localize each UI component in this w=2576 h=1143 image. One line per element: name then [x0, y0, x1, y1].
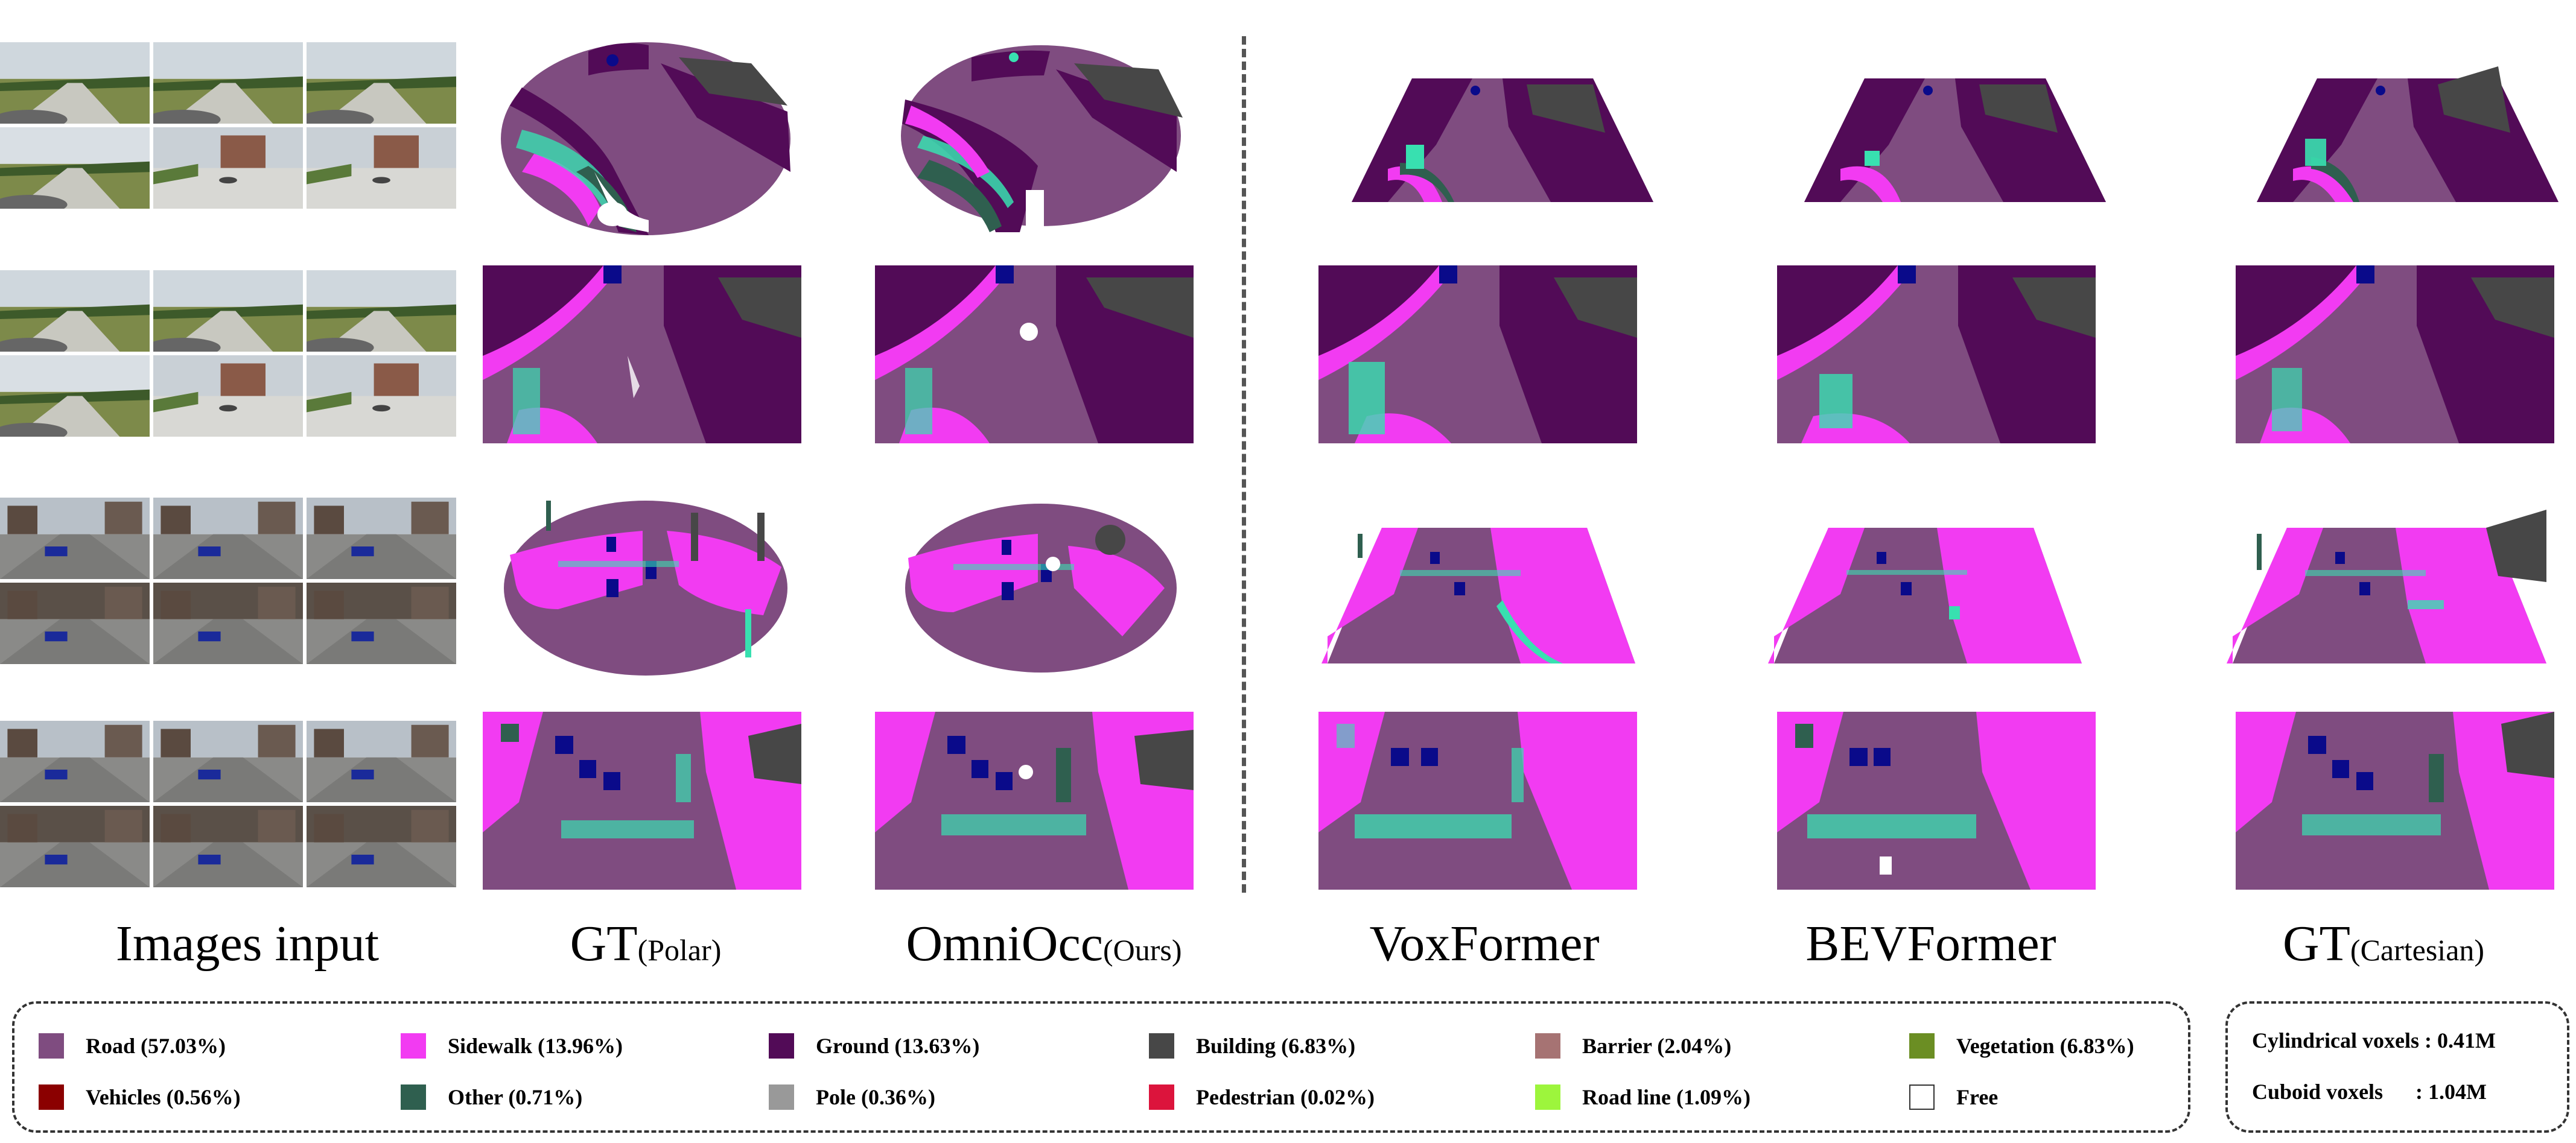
legend-item: Ground (13.63%) [769, 1028, 979, 1064]
omniocc-row-2 [875, 265, 1194, 443]
image-grid-row-2 [0, 270, 459, 439]
legend-label: Other (0.71%) [448, 1085, 583, 1109]
legend-item: Road (57.03%) [39, 1028, 226, 1064]
legend-swatch [39, 1033, 64, 1059]
image-grid-row-4 [0, 721, 459, 890]
images-input-column [0, 0, 459, 905]
legend-label: Vehicles (0.56%) [86, 1085, 241, 1109]
legend-swatch [1535, 1084, 1560, 1110]
omniocc-row-3 [893, 492, 1189, 679]
camera-image [153, 270, 303, 352]
legend-item: Pedestrian (0.02%) [1149, 1079, 1375, 1115]
camera-image [0, 498, 150, 579]
camera-image [153, 721, 303, 802]
camera-image [0, 42, 150, 124]
camera-image [307, 498, 456, 579]
legend-item: Barrier (2.04%) [1535, 1028, 1731, 1064]
legend-swatch [1149, 1033, 1174, 1059]
legend-swatch [769, 1033, 794, 1059]
voxformer-row-4 [1318, 712, 1637, 890]
gt-polar-row-1 [498, 33, 793, 238]
camera-image [153, 127, 303, 209]
camera-image [307, 270, 456, 352]
camera-image [153, 806, 303, 887]
legend-swatch [1909, 1084, 1935, 1110]
legend: Road (57.03%) Sidewalk (13.96%) Ground (13… [12, 1001, 2190, 1133]
camera-image [307, 583, 456, 664]
gt-polar-row-4 [483, 712, 801, 890]
legend-item: Free [1909, 1079, 1998, 1115]
gt-cartesian-row-1 [2257, 66, 2559, 205]
legend-swatch [1149, 1084, 1174, 1110]
voxformer-row-1 [1352, 72, 1653, 205]
camera-image [307, 127, 456, 209]
bevformer-row-3 [1768, 516, 2088, 666]
camera-image [153, 42, 303, 124]
method-divider [1242, 36, 1246, 893]
gt-polar-row-2 [483, 265, 801, 443]
camera-image [0, 355, 150, 437]
legend-swatch [39, 1084, 64, 1110]
camera-image [307, 355, 456, 437]
omniocc-row-1 [893, 33, 1189, 238]
image-grid-row-1 [0, 42, 459, 211]
bevformer-row-2 [1777, 265, 2096, 443]
gt-cartesian-row-2 [2236, 265, 2554, 443]
legend-label: Ground (13.63%) [816, 1034, 980, 1058]
legend-item: Pole (0.36%) [769, 1079, 935, 1115]
image-grid-row-3 [0, 498, 459, 666]
camera-image [0, 806, 150, 887]
legend-label: Vegetation (6.83%) [1956, 1034, 2134, 1058]
cylindrical-voxels: Cylindrical voxels : 0.41M [2252, 1028, 2496, 1053]
voxformer-row-3 [1321, 516, 1641, 666]
label-gt-polar: GT(Polar) [570, 916, 722, 972]
label-bevformer: BEVFormer [1805, 916, 2056, 972]
omniocc-row-4 [875, 712, 1194, 890]
legend-label: Free [1956, 1085, 1999, 1109]
legend-swatch [401, 1033, 426, 1059]
legend-item: Vehicles (0.56%) [39, 1079, 241, 1115]
label-voxformer: VoxFormer [1369, 916, 1600, 972]
legend-item: Other (0.71%) [401, 1079, 582, 1115]
voxel-count-box: Cylindrical voxels : 0.41M Cuboid voxels… [2225, 1001, 2569, 1133]
legend-label: Pole (0.36%) [816, 1085, 935, 1109]
legend-label: Pedestrian (0.02%) [1196, 1085, 1375, 1109]
legend-label: Barrier (2.04%) [1582, 1034, 1732, 1058]
label-gt-cartesian: GT(Cartesian) [2282, 916, 2485, 972]
legend-label: Building (6.83%) [1196, 1034, 1356, 1058]
bevformer-row-4 [1777, 712, 2096, 890]
camera-image [0, 127, 150, 209]
camera-image [153, 355, 303, 437]
camera-image [307, 42, 456, 124]
camera-image [307, 806, 456, 887]
legend-label: Road line (1.09%) [1582, 1085, 1751, 1109]
bevformer-row-1 [1804, 72, 2106, 205]
gt-cartesian-row-4 [2236, 712, 2554, 890]
legend-swatch [401, 1084, 426, 1110]
gt-polar-row-3 [498, 489, 793, 682]
camera-image [0, 583, 150, 664]
camera-image [307, 721, 456, 802]
legend-item: Vegetation (6.83%) [1909, 1028, 2134, 1064]
camera-image [0, 721, 150, 802]
legend-swatch [1909, 1033, 1935, 1059]
gt-cartesian-row-3 [2227, 510, 2552, 666]
legend-swatch [1535, 1033, 1560, 1059]
legend-item: Building (6.83%) [1149, 1028, 1355, 1064]
legend-item: Sidewalk (13.96%) [401, 1028, 623, 1064]
legend-swatch [769, 1084, 794, 1110]
label-images-input: Images input [115, 916, 380, 972]
cuboid-voxels: Cuboid voxels : 1.04M [2252, 1080, 2487, 1104]
camera-image [0, 270, 150, 352]
label-omniocc: OmniOcc(Ours) [906, 916, 1182, 972]
legend-label: Road (57.03%) [86, 1034, 226, 1058]
legend-item: Road line (1.09%) [1535, 1079, 1751, 1115]
legend-label: Sidewalk (13.96%) [448, 1034, 623, 1058]
camera-image [153, 583, 303, 664]
voxformer-row-2 [1318, 265, 1637, 443]
camera-image [153, 498, 303, 579]
